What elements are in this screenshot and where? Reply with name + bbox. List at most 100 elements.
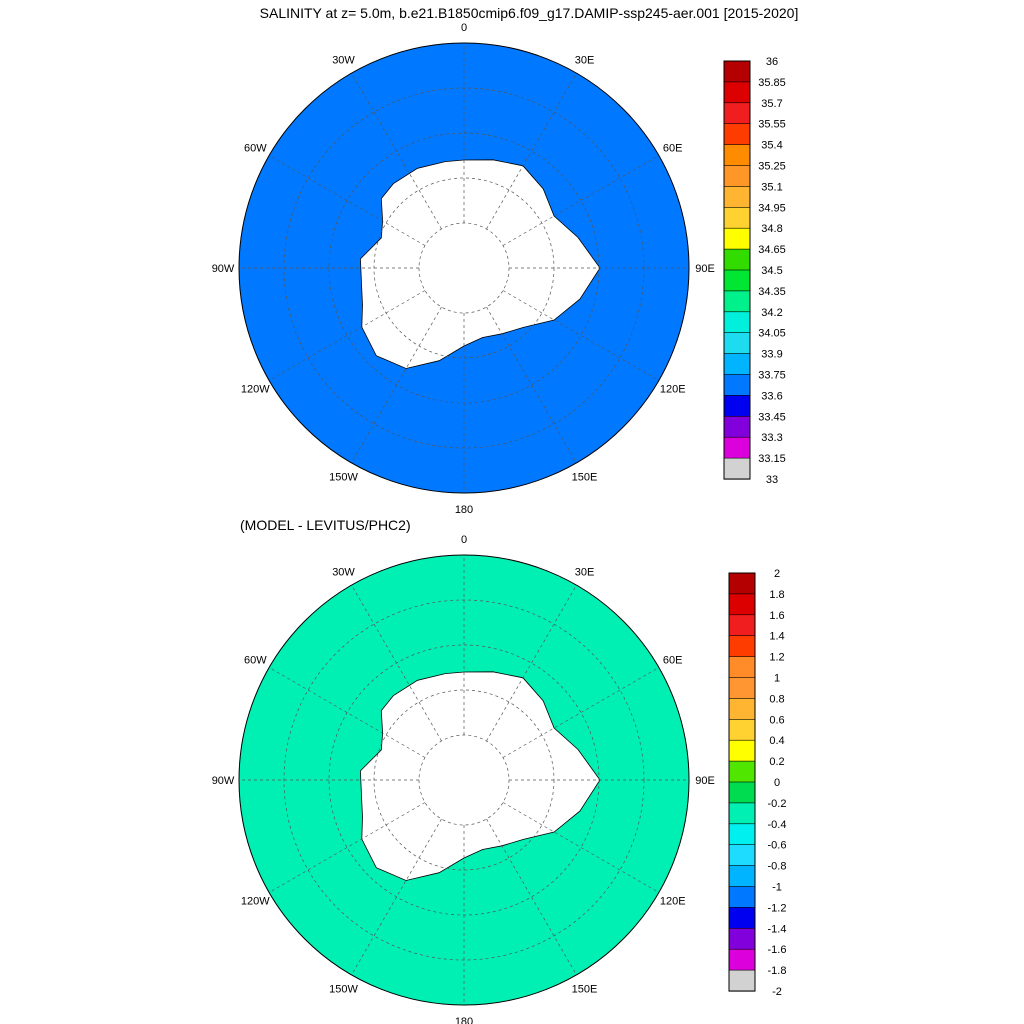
meridian-line xyxy=(486,818,577,976)
longitude-label: 150W xyxy=(329,472,358,484)
colorbar-tick-label: 34.5 xyxy=(761,265,782,277)
colorbar-tick-label: 33.9 xyxy=(761,349,782,361)
longitude-label: 90E xyxy=(695,263,715,275)
colorbar-box xyxy=(723,248,751,271)
longitude-label: 30W xyxy=(332,54,355,66)
colorbar-tick-label: 1.8 xyxy=(769,589,784,601)
colorbar-tick-label: 35.7 xyxy=(761,98,782,110)
longitude-label: 30E xyxy=(575,54,595,66)
figure-title: SALINITY at z= 5.0m, b.e21.B1850cmip6.f0… xyxy=(260,5,799,21)
colorbar-box xyxy=(723,457,751,480)
colorbar-box xyxy=(728,760,756,783)
colorbar-tick-label: -1.8 xyxy=(768,965,787,977)
colorbar-tick-label: 34.8 xyxy=(761,223,782,235)
colorbar-tick-label: 36 xyxy=(766,56,778,68)
colorbar-box xyxy=(728,802,756,825)
meridian-line xyxy=(502,155,660,246)
meridian-line xyxy=(351,72,442,230)
colorbar-box xyxy=(728,656,756,679)
colorbar-tick-label: 33.75 xyxy=(758,370,786,382)
colorbar-tick-label: -0.4 xyxy=(768,819,787,831)
longitude-label: 60W xyxy=(244,655,267,667)
colorbar-tick-label: 35.85 xyxy=(758,77,786,89)
colorbar-tick-label: 35.55 xyxy=(758,119,786,131)
colorbar-tick-label: 1.6 xyxy=(769,610,784,622)
colorbar-box xyxy=(723,311,751,334)
colorbar-tick-label: 33.6 xyxy=(761,390,782,402)
meridian-line xyxy=(351,584,442,742)
colorbar-box xyxy=(728,948,756,971)
difference-map-panel: 0 30E 60E 90E 120E 150E 180 150W 120W 90W 60W 30W 2 1… xyxy=(212,534,787,1024)
colorbar-box xyxy=(723,123,751,146)
colorbar-tick-label: 34.35 xyxy=(758,286,786,298)
colorbar-box xyxy=(723,290,751,313)
colorbar-box xyxy=(723,227,751,250)
colorbar-tick-label: 34.05 xyxy=(758,328,786,340)
meridian-line xyxy=(502,667,660,758)
colorbar-box xyxy=(723,332,751,355)
colorbar-tick-label: -1.6 xyxy=(768,944,787,956)
colorbar-box xyxy=(728,614,756,637)
colorbar: 2 1.8 1.6 1.4 1.2 1 0.8 0.6 0.4 0.2 0 -0.2 -0.4 -0.6 -… xyxy=(728,568,787,998)
colorbar-tick-label: 1.2 xyxy=(769,652,784,664)
colorbar-box xyxy=(728,572,756,595)
meridians xyxy=(239,555,689,1005)
colorbar-box xyxy=(723,102,751,125)
map-border xyxy=(238,42,690,494)
colorbar-box xyxy=(723,81,751,104)
colorbar-tick-label: 35.1 xyxy=(761,181,782,193)
colorbar-box xyxy=(728,969,756,992)
colorbar-box xyxy=(723,436,751,459)
colorbar-box xyxy=(728,635,756,658)
colorbar-tick-label: -2 xyxy=(772,986,782,998)
longitude-label: 90E xyxy=(695,775,715,787)
longitude-label: 120E xyxy=(660,384,686,396)
colorbar-box xyxy=(723,374,751,397)
colorbar-tick-label: -0.8 xyxy=(768,861,787,873)
colorbar-tick-label: 0.8 xyxy=(769,693,784,705)
colorbar-box xyxy=(723,395,751,417)
colorbar-box xyxy=(728,698,756,720)
longitude-label: 60E xyxy=(663,143,683,155)
longitude-label: 30W xyxy=(332,566,355,578)
colorbar-tick-label: 2 xyxy=(774,568,780,580)
longitude-label: 90W xyxy=(212,775,235,787)
meridian-line xyxy=(268,155,426,246)
colorbar-frame xyxy=(728,572,756,992)
colorbar-box xyxy=(728,886,756,909)
colorbar-tick-label: -0.6 xyxy=(768,840,787,852)
colorbar-box xyxy=(723,186,751,208)
meridian-line xyxy=(502,802,660,893)
longitude-label: 120W xyxy=(241,896,270,908)
colorbar-box xyxy=(728,844,756,867)
figure-subtitle: (MODEL - LEVITUS/PHC2) xyxy=(240,517,411,533)
colorbar-box xyxy=(728,823,756,846)
colorbar-frame xyxy=(723,60,751,480)
longitude-label: 150E xyxy=(572,984,598,996)
meridian-line xyxy=(486,584,577,742)
colorbar-tick-label: -0.2 xyxy=(768,798,787,810)
colorbar-box xyxy=(728,718,756,741)
colorbar-tick-label: 1.4 xyxy=(769,631,784,643)
colorbar-tick-label: 0.4 xyxy=(769,735,784,747)
meridian-line xyxy=(502,290,660,381)
longitude-label: 150W xyxy=(329,984,358,996)
meridian-line xyxy=(486,72,577,230)
colorbar-box xyxy=(723,415,751,438)
meridian-line xyxy=(351,306,442,464)
longitude-label: 120W xyxy=(241,384,270,396)
meridian-line xyxy=(268,802,426,893)
colorbar-tick-label: 0 xyxy=(774,777,780,789)
colorbar-box xyxy=(723,269,751,292)
colorbar-box xyxy=(723,144,751,167)
meridian-line xyxy=(351,818,442,976)
longitude-label: 60E xyxy=(663,655,683,667)
salinity-map-panel: 0 30E 60E 90E 120E 150E 180 150W 120W 90W 60W 30W 36… xyxy=(212,22,786,516)
colorbar-box xyxy=(728,907,756,929)
colorbar-box xyxy=(728,865,756,888)
longitude-label: 30E xyxy=(575,566,595,578)
colorbar: 36 35.85 35.7 35.55 35.4 35.25 35.1 34.95 34.8 34… xyxy=(723,56,786,486)
longitude-label: 180 xyxy=(455,504,473,516)
meridian-line xyxy=(486,306,577,464)
